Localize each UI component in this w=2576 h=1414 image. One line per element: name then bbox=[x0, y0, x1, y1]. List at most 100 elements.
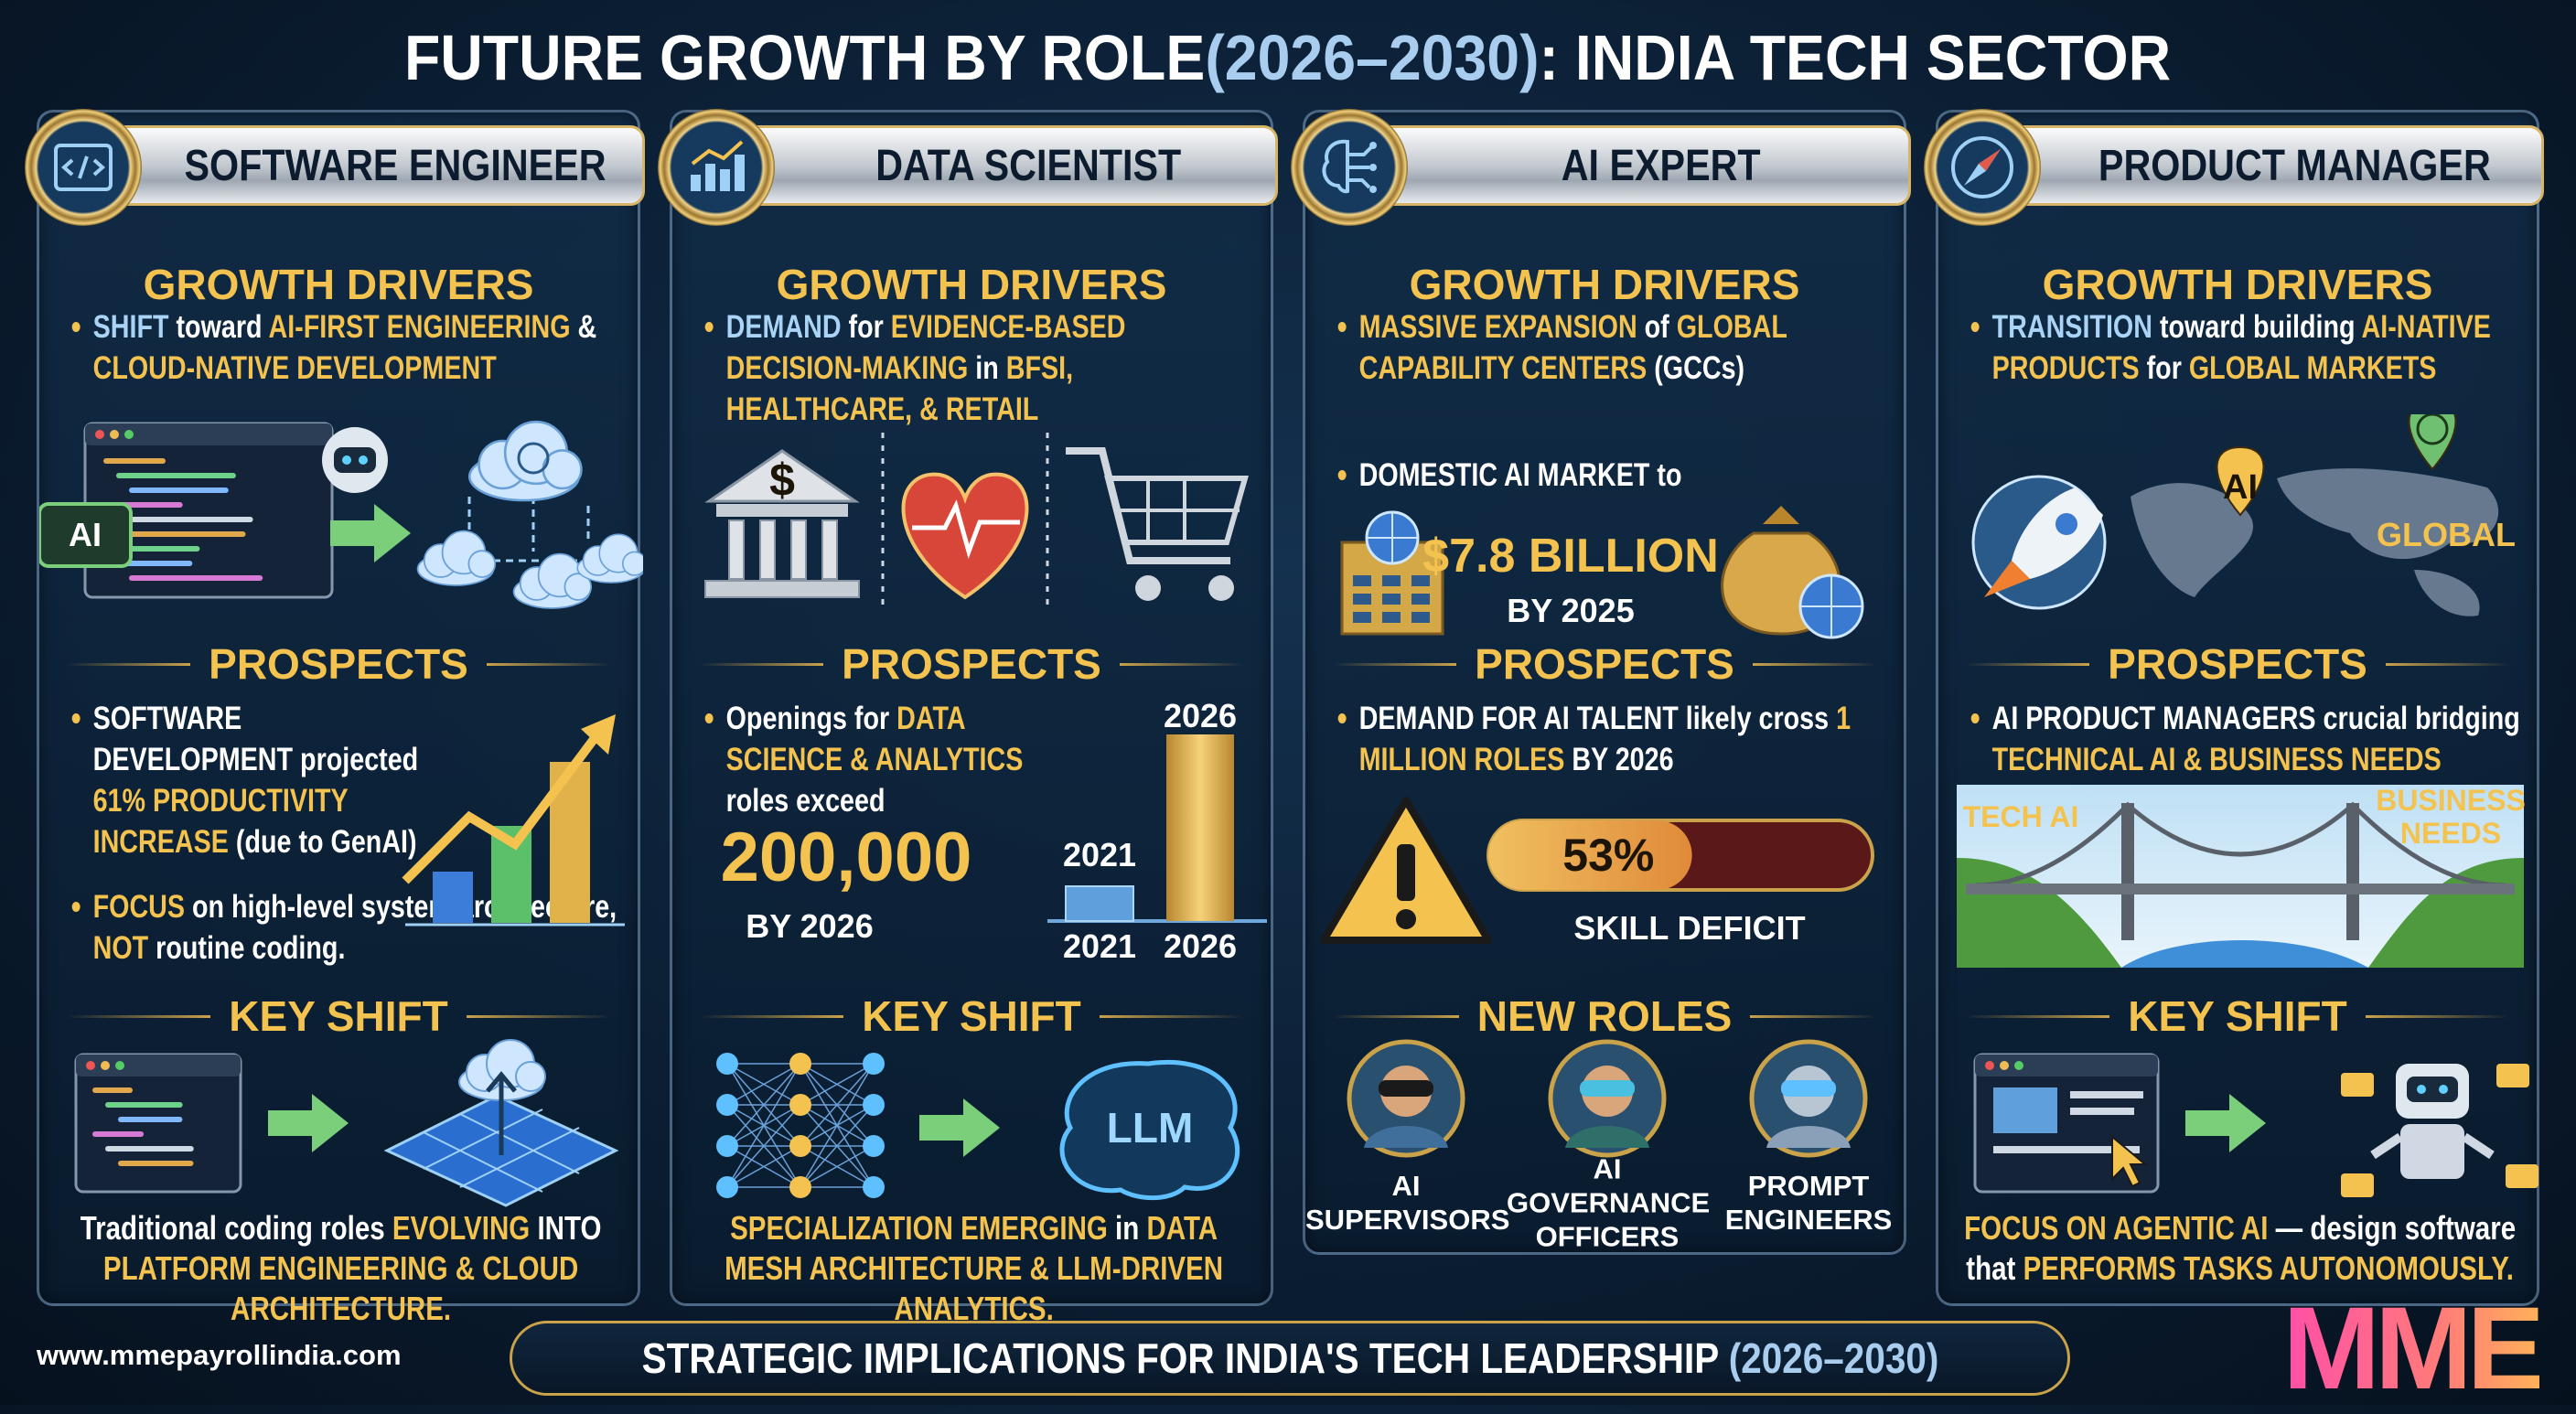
decoration bbox=[800, 1104, 875, 1188]
text-run: Openings for bbox=[725, 701, 897, 736]
growth-drivers: MASSIVE EXPANSION of GLOBAL CAPABILITY C… bbox=[1336, 306, 1888, 496]
text-run: GLOBAL CAPABILITY CENTERS bbox=[1358, 309, 1787, 386]
bullet: SHIFT toward AI-FIRST ENGINEERING & CLOU… bbox=[70, 306, 622, 389]
decoration bbox=[110, 430, 119, 439]
role-icon bbox=[1291, 109, 1408, 226]
text-run: roles exceed bbox=[725, 783, 886, 819]
heading-text: PROSPECTS bbox=[842, 640, 1101, 688]
decoration bbox=[2070, 1091, 2143, 1098]
heading-text: KEY SHIFT bbox=[862, 992, 1081, 1040]
section-heading: PROSPECTS bbox=[1305, 637, 1904, 691]
text-run: : INDIA TECH SECTOR bbox=[1540, 22, 2172, 93]
text-run: DATA SCIENCE & ANALYTICS bbox=[725, 701, 1024, 777]
decoration bbox=[800, 1063, 875, 1188]
decoration bbox=[716, 1176, 738, 1198]
decoration bbox=[2346, 803, 2359, 940]
decoration bbox=[2014, 1061, 2023, 1070]
decoration bbox=[726, 1063, 801, 1188]
decoration bbox=[334, 447, 376, 473]
bullet: FOCUS on high-level system architecture,… bbox=[70, 886, 622, 969]
role-header: AI EXPERT bbox=[1291, 109, 1918, 226]
role-column: SOFTWARE ENGINEER GROWTH DRIVERS SHIFT tow… bbox=[25, 109, 645, 1327]
role-name: PRODUCT MANAGER bbox=[2098, 141, 2491, 190]
illustration bbox=[716, 1053, 1240, 1201]
decoration bbox=[2131, 468, 2499, 616]
role-column: AI EXPERT GROWTH DRIVERS MASSIVE EXPANSION… bbox=[1291, 109, 1911, 1255]
text-run: 1 MILLION ROLES bbox=[1358, 701, 1852, 777]
prospects: DEMAND FOR AI TALENT likely cross 1 MILL… bbox=[1336, 698, 1888, 780]
text-run: (2026–2030) bbox=[1205, 22, 1540, 93]
role-title: SOFTWARE ENGINEER bbox=[109, 125, 645, 206]
prospects: AI PRODUCT MANAGERS crucial bridging TEC… bbox=[1970, 698, 2521, 780]
decoration bbox=[103, 458, 166, 464]
decoration bbox=[1397, 844, 1415, 901]
decoration bbox=[268, 1094, 349, 1152]
text-run: & CLOUD ARCHITECTURE. bbox=[231, 1249, 579, 1327]
decoration bbox=[105, 1146, 194, 1152]
art-label: AI SUPERVISORS bbox=[1305, 1170, 1510, 1236]
decoration bbox=[691, 175, 701, 191]
text-run: to bbox=[1649, 457, 1682, 493]
decoration bbox=[1367, 512, 1418, 563]
decoration bbox=[564, 573, 593, 601]
decoration bbox=[1951, 136, 2013, 198]
decoration bbox=[2408, 414, 2457, 471]
decoration bbox=[622, 551, 643, 576]
decoration bbox=[416, 530, 497, 586]
heading-text: PROSPECTS bbox=[2108, 640, 2367, 688]
decoration bbox=[330, 504, 411, 562]
decoration bbox=[2341, 1173, 2374, 1197]
text-run: BY 2026 bbox=[1564, 742, 1674, 777]
decoration bbox=[863, 1135, 885, 1157]
art-label: LLM bbox=[1106, 1104, 1194, 1152]
heading-text: GROWTH DRIVERS bbox=[1409, 261, 1800, 308]
text-run: INTO bbox=[530, 1209, 602, 1247]
illustration bbox=[1047, 734, 1267, 923]
decoration bbox=[863, 1176, 885, 1198]
decoration bbox=[39, 502, 133, 568]
art-label: SKILL DEFICIT bbox=[1573, 909, 1806, 947]
decoration bbox=[517, 442, 550, 475]
illustration bbox=[1340, 506, 1864, 639]
decoration bbox=[716, 504, 848, 517]
decoration bbox=[2506, 1164, 2538, 1188]
decoration bbox=[912, 499, 1020, 560]
skill-deficit-bar bbox=[1488, 820, 1692, 890]
text-run: toward building bbox=[2152, 309, 2362, 345]
heading-text: PROSPECTS bbox=[209, 640, 468, 688]
decoration bbox=[86, 1061, 95, 1070]
role-name: SOFTWARE ENGINEER bbox=[184, 141, 606, 190]
key-shift-text: SPECIALIZATION EMERGING in DATA MESH ARC… bbox=[689, 1208, 1259, 1329]
decoration bbox=[54, 144, 113, 191]
bullet: SOFTWARE DEVELOPMENT projected 61% PRODU… bbox=[70, 698, 445, 862]
decoration bbox=[2055, 513, 2077, 535]
bullet: Openings for DATA SCIENCE & ANALYTICS ro… bbox=[703, 698, 1079, 821]
decoration bbox=[1353, 575, 1371, 586]
decoration bbox=[1993, 1146, 2140, 1153]
role-name: DATA SCIENTIST bbox=[875, 141, 1182, 190]
decoration bbox=[863, 1094, 885, 1116]
decoration bbox=[1065, 885, 1134, 922]
text-run: (GCCs) bbox=[1647, 350, 1745, 386]
role-title: PRODUCT MANAGER bbox=[2008, 125, 2544, 206]
role-title: AI EXPERT bbox=[1375, 125, 1911, 206]
decoration bbox=[728, 520, 745, 580]
role-title: DATA SCIENTIST bbox=[742, 125, 1278, 206]
decoration bbox=[789, 1094, 811, 1116]
section-heading: KEY SHIFT bbox=[39, 989, 638, 1044]
art-label: AI GOVERNANCE OFFICERS bbox=[1507, 1152, 1711, 1253]
decoration bbox=[716, 1053, 738, 1075]
decoration bbox=[467, 420, 583, 502]
decoration bbox=[1369, 186, 1377, 193]
text-run: NOT bbox=[92, 930, 149, 966]
text-run: AI-FIRST ENGINEERING bbox=[268, 309, 571, 345]
decoration bbox=[789, 1176, 811, 1198]
decoration bbox=[1208, 575, 1234, 601]
decoration bbox=[1353, 594, 1371, 605]
art-label: PROMPT ENGINEERS bbox=[1724, 1170, 1893, 1236]
role-name: AI EXPERT bbox=[1562, 141, 1761, 190]
growth-drivers: TRANSITION toward building AI-NATIVE PRO… bbox=[1970, 306, 2521, 389]
art-label: BY 2026 bbox=[746, 907, 874, 945]
text-run: FUTURE GROWTH BY ROLE bbox=[404, 22, 1206, 93]
